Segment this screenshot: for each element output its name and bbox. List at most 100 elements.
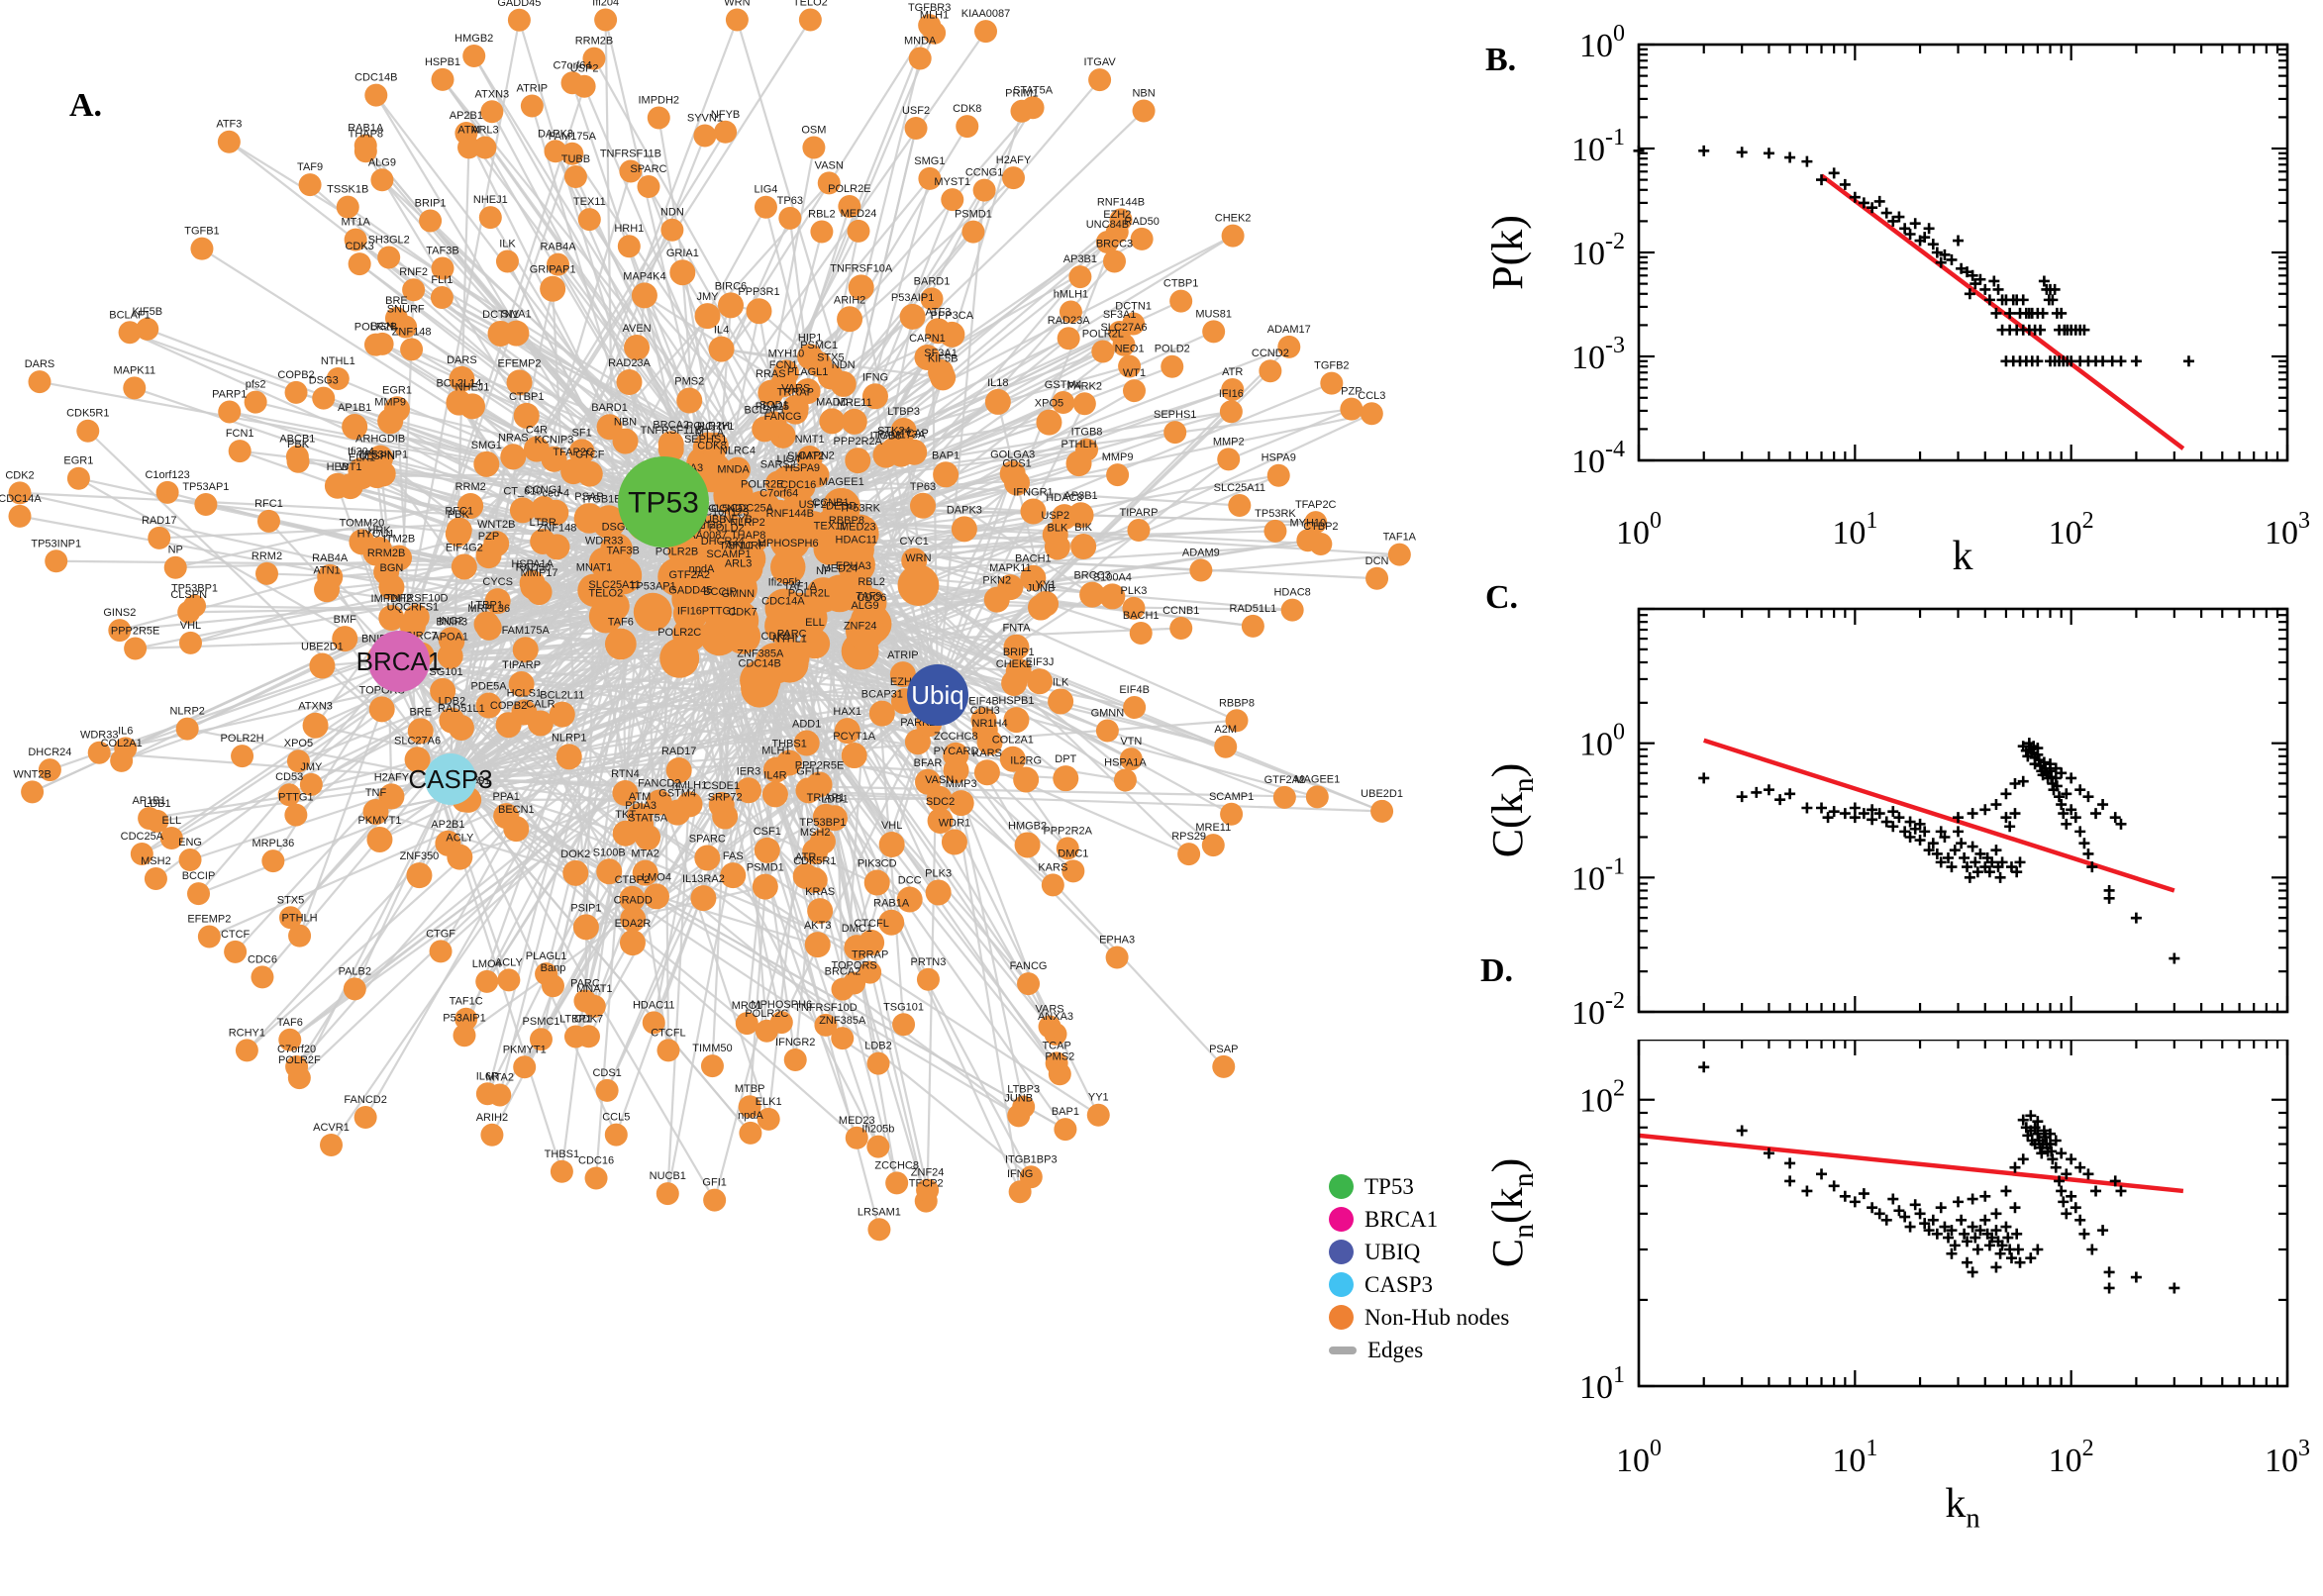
network-node (1070, 534, 1097, 560)
network-node (783, 1047, 807, 1071)
network-node-label: SLC25A11 (588, 579, 640, 591)
network-node-label: VARS (781, 383, 810, 395)
network-node (1387, 543, 1411, 566)
network-node (1061, 859, 1085, 883)
network-node-label: COL2A1 (101, 738, 143, 749)
network-node (801, 867, 828, 894)
scatter-point (2000, 812, 2012, 824)
network-node-label: MMP17 (521, 567, 558, 579)
network-node (447, 844, 473, 870)
network-node (530, 528, 556, 554)
scatter-point (1880, 1214, 1892, 1226)
y-tick-label: 10-3 (1571, 333, 1625, 376)
scatter-point (1763, 1147, 1774, 1159)
network-node-label: NLRP1 (552, 732, 586, 744)
network-node-label: CDK5R1 (66, 408, 109, 420)
network-node (956, 115, 979, 139)
y-tick-label: 102 (1579, 1076, 1625, 1120)
network-node (495, 249, 519, 273)
scatter-point (2169, 1282, 2180, 1294)
network-node-label: KARS (1038, 861, 1067, 873)
network-node-label: TP53INP1 (357, 449, 408, 461)
network-node (999, 746, 1026, 772)
scatter-point (2017, 294, 2029, 306)
network-node-label: ABCB1 (279, 434, 315, 446)
network-node-label: YY1 (1036, 579, 1057, 591)
scatter-point (1919, 232, 1931, 244)
scatter-point (2082, 791, 2094, 803)
network-node (298, 173, 322, 197)
scatter-point (1974, 273, 1986, 285)
network-node-label: MAGEE1 (819, 476, 864, 488)
network-node-label: BGN (370, 321, 394, 333)
network-node-label: NP (816, 565, 831, 577)
scatter-point (1909, 218, 1921, 230)
network-node-label: UBE2D1 (1361, 788, 1403, 800)
network-node (863, 869, 890, 896)
x-tick-label: 101 (1832, 1436, 1877, 1479)
network-node-label: AP1B1 (132, 795, 165, 807)
network-node (804, 932, 831, 958)
network-node-label: CDK2 (760, 631, 789, 643)
scatter-point (2078, 324, 2090, 336)
network-edge (644, 294, 766, 431)
network-node-label: ELK1 (349, 451, 375, 463)
network-node-label: EIF4B (1119, 684, 1150, 696)
network-node-label: NTHL1 (772, 633, 807, 645)
network-node (190, 237, 214, 260)
scatter-point (2115, 355, 2127, 367)
network-node (1219, 400, 1243, 424)
network-node-label: STX5 (817, 351, 845, 363)
network-node (806, 771, 833, 798)
hub-node-label: BRCA1 (356, 647, 443, 676)
scatter-point (2103, 892, 2115, 904)
network-node-labels: MPHOSPH6POLR2CPOLR2BPOLR2FPOLR2EPOLR2HPO… (0, 0, 1417, 1218)
network-node (462, 45, 486, 68)
network-node (1108, 321, 1132, 345)
network-node-label: ATXN3 (475, 88, 510, 100)
scatter-point (1839, 1190, 1851, 1202)
network-node (407, 718, 434, 745)
network-node (562, 859, 589, 886)
network-node-label: ING2 (439, 615, 464, 627)
network-node-label: FAM175A (502, 625, 551, 637)
network-node (1010, 99, 1034, 123)
network-node (710, 560, 748, 598)
network-node-label: ATM (457, 124, 479, 136)
network-node-label: ATF3 (925, 306, 951, 318)
network-node-label: TNF (365, 787, 387, 799)
network-node-label: SIVA1 (501, 309, 531, 321)
network-node (725, 8, 749, 32)
network-node (197, 925, 221, 948)
network-node-label: PARP1 (212, 389, 247, 401)
network-node (764, 607, 802, 645)
scatter-point (2029, 1122, 2041, 1134)
network-node (1214, 735, 1238, 758)
network-node (429, 940, 453, 963)
network-node (368, 696, 395, 723)
network-node-label: BRIP1 (415, 197, 447, 209)
network-node-label: POLR2H (686, 421, 730, 433)
network-node-label: RAD50 (516, 562, 551, 574)
network-node (302, 712, 329, 739)
network-node-label: HSPB1 (998, 695, 1034, 707)
scatter-point (2032, 748, 2044, 760)
scatter-point (2017, 1153, 2029, 1165)
scatter-point (2066, 804, 2077, 816)
network-node (604, 556, 643, 595)
network-node-label: DMC1 (1058, 848, 1088, 859)
scatter-point (2047, 1153, 2059, 1165)
network-node-label: JUNB (1027, 583, 1056, 595)
network-node-label: DAPK3 (947, 504, 982, 516)
network-node-label: AP1B1 (338, 402, 371, 414)
network-node-label: ACLY (446, 833, 474, 845)
network-edge (489, 217, 664, 503)
x-axis-title: k (1953, 534, 1973, 579)
network-node (326, 366, 350, 390)
scatter-point (2074, 1214, 2086, 1226)
network-node-label: HSPA9 (1262, 452, 1296, 464)
network-node-label: RRM2 (252, 550, 282, 562)
network-node (1086, 1103, 1110, 1127)
network-node-label: ELL (161, 815, 181, 827)
